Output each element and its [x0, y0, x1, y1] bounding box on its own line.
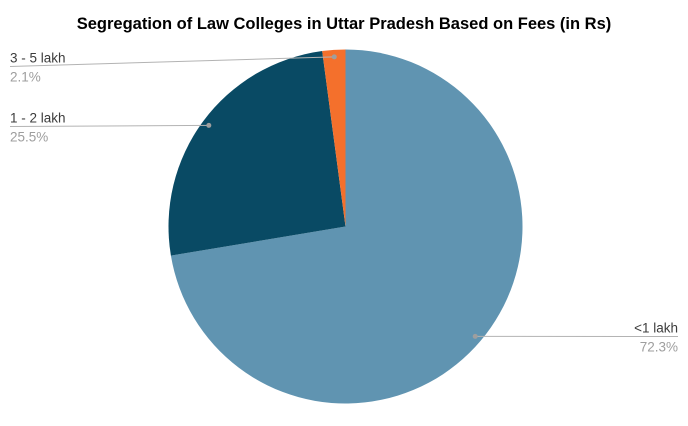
pie-callouts: <1 lakh 72.3% 1 - 2 lakh 25.5% 3 - 5 lakh 2.1…	[9, 51, 679, 355]
pie-slices	[168, 49, 523, 404]
pie-slice-1-2-lakh[interactable]	[168, 51, 346, 256]
callout-line-1-2-lakh	[9, 124, 209, 127]
callout-dot-1-lakh	[472, 333, 478, 339]
slice-percent-3-5-lakh: 2.1%	[10, 70, 41, 85]
slice-percent-1-lakh: 72.3%	[640, 340, 678, 355]
slice-label-3-5-lakh: 3 - 5 lakh	[10, 51, 66, 66]
pie-slice-3-5-lakh[interactable]	[322, 49, 346, 227]
callout-line-3-5-lakh	[9, 56, 335, 67]
slice-percent-1-2-lakh: 25.5%	[10, 130, 48, 145]
callout-dot-1-2-lakh	[206, 122, 212, 128]
callout-dot-3-5-lakh	[331, 54, 337, 60]
chart-title: Segregation of Law Colleges in Uttar Pra…	[77, 15, 612, 33]
slice-label-1-lakh: <1 lakh	[634, 321, 678, 336]
slice-label-1-2-lakh: 1 - 2 lakh	[10, 111, 66, 126]
pie-slice-1-lakh[interactable]	[170, 49, 523, 404]
